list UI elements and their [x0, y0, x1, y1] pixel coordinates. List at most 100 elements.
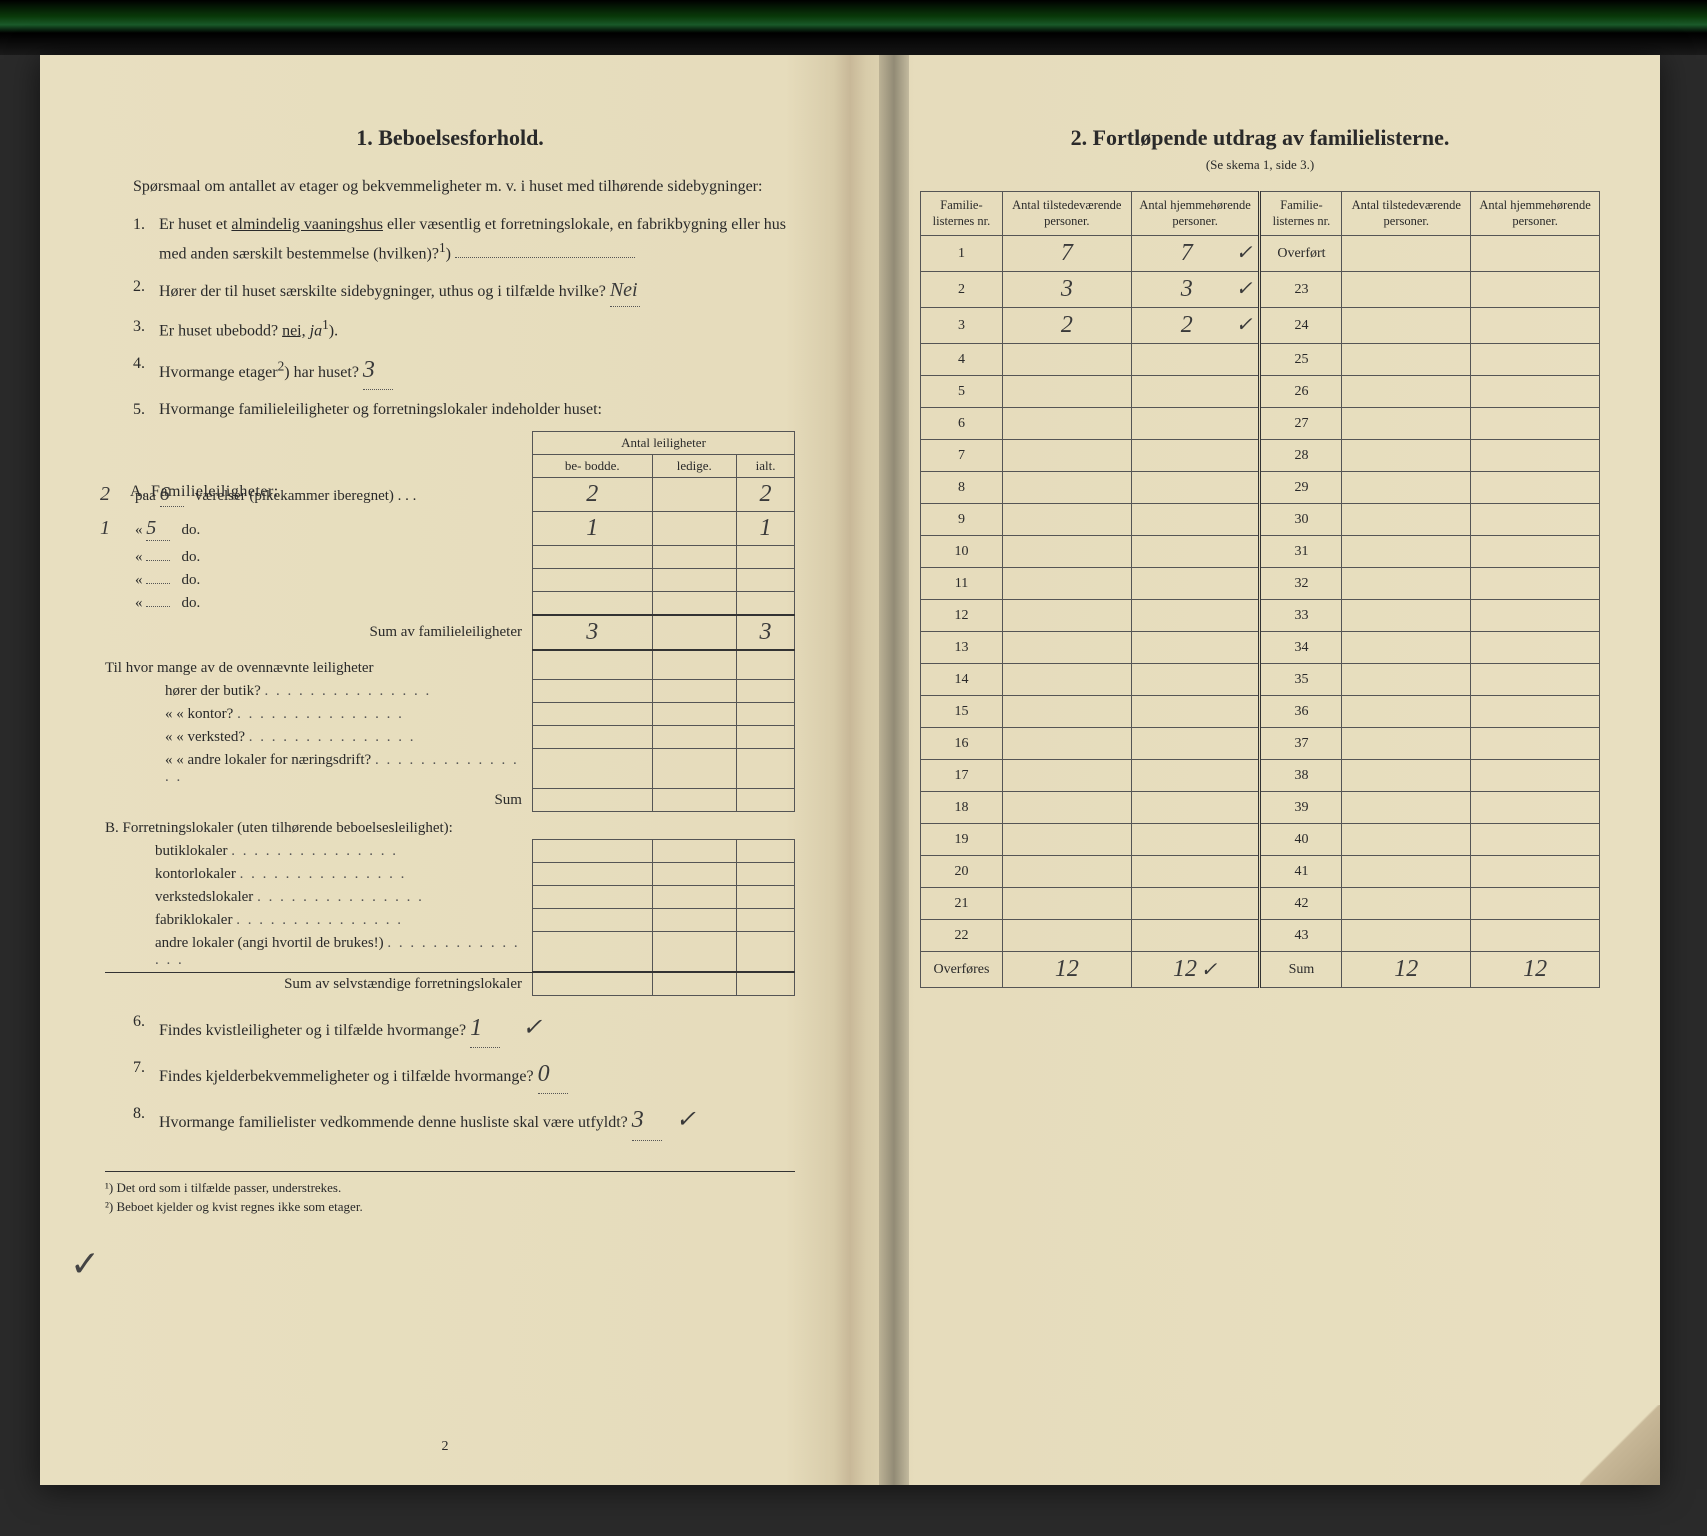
q3-sup: 1: [322, 317, 329, 332]
q1-text-a: Er huset et: [159, 216, 231, 233]
b-row: andre lokaler (angi hvortil de brukes!): [105, 932, 795, 973]
family-row: 3 2 2 ✓ 24: [921, 308, 1600, 344]
fh-c1: Familie- listernes nr.: [921, 192, 1003, 236]
family-row: 22 43: [921, 920, 1600, 952]
q6-answer: 1: [470, 1015, 482, 1041]
family-row: 17 38: [921, 760, 1600, 792]
family-row: 6 27: [921, 408, 1600, 440]
sub-row: « « kontor?: [105, 703, 795, 726]
q1-underlined: almindelig vaaningshus: [231, 216, 383, 233]
apartment-table: Antal leiligheter be- bodde. ledige. ial…: [105, 431, 795, 996]
q4-text: Hvormange etager: [159, 364, 278, 381]
section-b: B. Forretningslokaler (uten tilhørende b…: [105, 812, 532, 840]
q7-num: 7.: [133, 1056, 145, 1081]
sub-row: « « andre lokaler for næringsdrift?: [105, 749, 795, 789]
b-row: verkstedslokaler: [105, 886, 795, 909]
footer-right-label: Sum: [1260, 952, 1342, 988]
book-spread: 1. Beboelsesforhold. Spørsmaal om antall…: [40, 55, 1660, 1485]
apt-col-ledige: ledige.: [652, 455, 737, 478]
q3-text: Er huset ubebodd?: [159, 322, 282, 339]
sum-a-label: Sum av familieleiligheter: [105, 615, 532, 650]
q2: 2. Hører der til huset særskilte sidebyg…: [133, 275, 795, 307]
fh-c6: Antal hjemmehørende personer.: [1471, 192, 1600, 236]
footnote-2: ²) Beboet kjelder og kvist regnes ikke s…: [105, 1199, 795, 1215]
apt-header-top: Antal leiligheter: [532, 432, 794, 455]
q4-num: 4.: [133, 352, 145, 377]
family-table: Familie- listernes nr. Antal tilstedevær…: [920, 191, 1600, 988]
footer-present-l: 12: [1055, 956, 1079, 982]
q3: 3. Er huset ubebodd? nei, ja1).: [133, 315, 795, 344]
q4-answer-line: 3: [363, 352, 393, 390]
family-row: 1 7 7 ✓ Overført: [921, 236, 1600, 272]
fh-c5: Antal tilstedeværende personer.: [1342, 192, 1471, 236]
family-row: 13 34: [921, 632, 1600, 664]
apt-row: « do.: [105, 592, 795, 615]
sum-b-label: Sum av selvstændige forretningslokaler: [105, 972, 532, 996]
fh-c3: Antal hjemmehørende personer.: [1131, 192, 1260, 236]
q1-answer: [455, 257, 635, 258]
fh-c4: Familie- listernes nr.: [1260, 192, 1342, 236]
q5-text: Hvormange familieleiligheter og forretni…: [159, 401, 602, 418]
q4: 4. Hvormange etager2) har huset? 3: [133, 352, 795, 390]
q6: 6. Findes kvistleiligheter og i tilfælde…: [133, 1010, 795, 1048]
q2-text: Hører der til huset særskilte sidebygnin…: [159, 283, 606, 300]
apt-row: « do.: [105, 569, 795, 592]
family-row: 5 26: [921, 376, 1600, 408]
scanner-edge: [0, 0, 1707, 55]
family-row: 21 42: [921, 888, 1600, 920]
q7-line: 0: [538, 1056, 568, 1094]
footer-home-l: 12: [1173, 956, 1197, 982]
family-row: 19 40: [921, 824, 1600, 856]
apt-row: « do.: [105, 546, 795, 569]
q3-nei: nei,: [282, 322, 306, 339]
b-row: butiklokaler: [105, 840, 795, 863]
q3-num: 3.: [133, 315, 145, 340]
fh-c2: Antal tilstedeværende personer.: [1002, 192, 1131, 236]
page-right: 2. Fortløpende utdrag av familielisterne…: [850, 55, 1660, 1485]
q7-answer: 0: [538, 1061, 550, 1087]
q5-num: 5.: [133, 398, 145, 423]
family-row: 9 30: [921, 504, 1600, 536]
family-row: 7 28: [921, 440, 1600, 472]
q8-check: ✓: [676, 1107, 696, 1133]
family-row: 8 29: [921, 472, 1600, 504]
footnote-1: ¹) Det ord som i tilfælde passer, unders…: [105, 1180, 795, 1196]
q7-text: Findes kjelderbekvemmeligheter og i tilf…: [159, 1068, 534, 1085]
family-row: 2 3 3 ✓ 23: [921, 272, 1600, 308]
page-left: 1. Beboelsesforhold. Spørsmaal om antall…: [40, 55, 850, 1485]
b-row: fabriklokaler: [105, 909, 795, 932]
q8-line: 3: [632, 1102, 662, 1140]
intro-text: Spørsmaal om antallet av etager og bekve…: [105, 175, 795, 199]
q8-num: 8.: [133, 1102, 145, 1127]
left-title: 1. Beboelsesforhold.: [105, 125, 795, 151]
sub-row: « « verksted?: [105, 726, 795, 749]
question-list-2: 6. Findes kvistleiligheter og i tilfælde…: [105, 1010, 795, 1141]
sub-q: Til hvor mange av de ovennævnte leilighe…: [105, 650, 532, 680]
footer-check-l: ✓: [1200, 959, 1217, 981]
apt-col-ialt: ialt.: [737, 455, 795, 478]
footer-present-r: 12: [1394, 956, 1418, 982]
footnotes: ¹) Det ord som i tilfælde passer, unders…: [105, 1171, 795, 1215]
family-row: 10 31: [921, 536, 1600, 568]
footer-home-r: 12: [1523, 956, 1547, 982]
sum-sub-label: Sum: [105, 789, 532, 812]
q2-answer: Nei: [610, 279, 638, 301]
margin-check: ✓: [70, 1243, 100, 1285]
section-a-label: A. Familieleiligheter:: [130, 483, 279, 501]
q6-text: Findes kvistleiligheter og i tilfælde hv…: [159, 1022, 466, 1039]
q3-ja: ja: [310, 322, 322, 339]
q1-sup: 1: [439, 240, 446, 255]
page-number: 2: [442, 1439, 449, 1455]
family-row: 4 25: [921, 344, 1600, 376]
q4-answer: 3: [363, 357, 375, 383]
family-row: 15 36: [921, 696, 1600, 728]
family-row: 16 37: [921, 728, 1600, 760]
right-subtitle: (Se skema 1, side 3.): [920, 157, 1600, 173]
apt-col-bebodde: be- bodde.: [532, 455, 652, 478]
family-row: 18 39: [921, 792, 1600, 824]
q6-num: 6.: [133, 1010, 145, 1035]
family-row: 12 33: [921, 600, 1600, 632]
b-row: kontorlokaler: [105, 863, 795, 886]
q6-check: ✓: [522, 1015, 542, 1041]
q1: 1. Er huset et almindelig vaaningshus el…: [133, 213, 795, 267]
